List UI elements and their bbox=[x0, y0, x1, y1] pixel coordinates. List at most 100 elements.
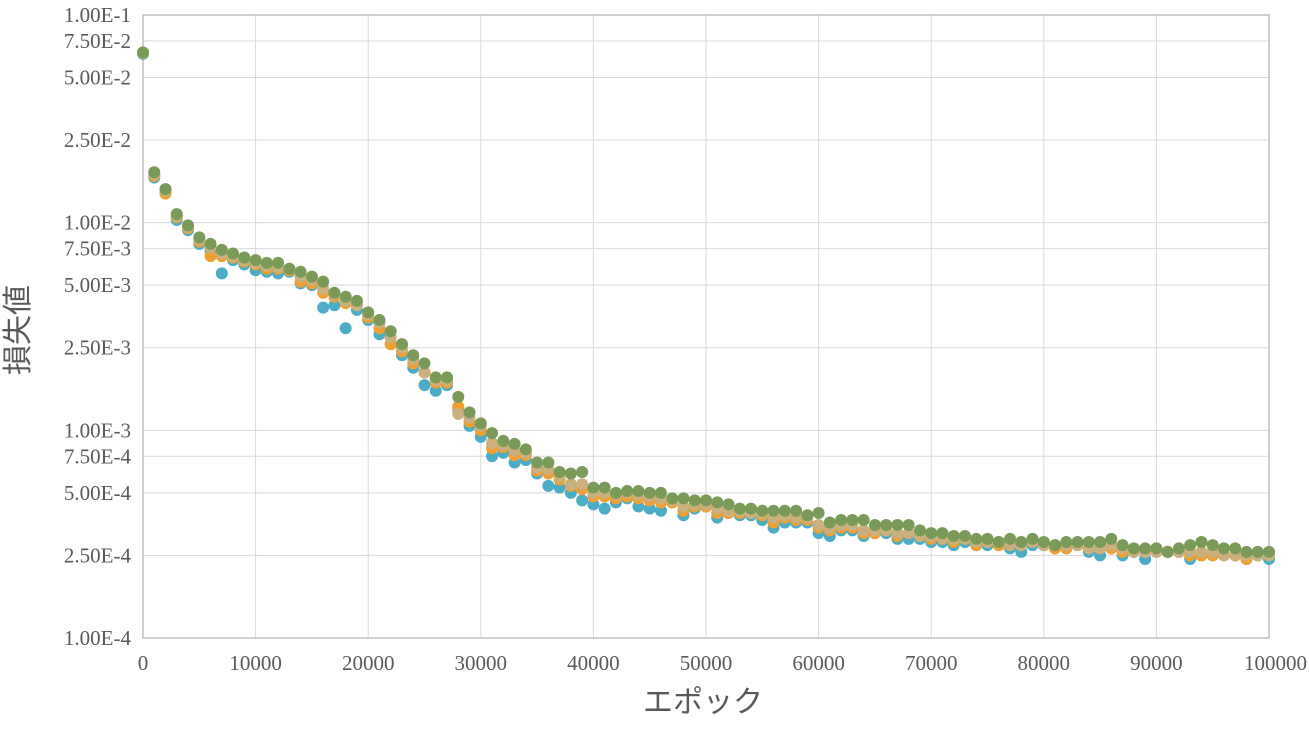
data-point bbox=[925, 527, 938, 540]
data-point bbox=[564, 467, 577, 480]
x-tick-label: 60000 bbox=[792, 651, 845, 675]
data-point bbox=[958, 529, 971, 542]
data-point bbox=[632, 485, 645, 498]
data-point bbox=[193, 231, 206, 244]
y-axis-title: 損失値 bbox=[1, 285, 36, 375]
y-tick-label: 1.00E-2 bbox=[64, 211, 131, 235]
x-tick-label: 80000 bbox=[1018, 651, 1071, 675]
x-tick-label: 40000 bbox=[567, 651, 620, 675]
data-point bbox=[272, 256, 285, 269]
data-point bbox=[868, 519, 881, 532]
data-point bbox=[227, 247, 240, 260]
data-point bbox=[598, 481, 611, 494]
data-point bbox=[317, 301, 330, 314]
data-point bbox=[486, 427, 499, 440]
data-point bbox=[305, 270, 318, 283]
data-point bbox=[350, 294, 363, 307]
data-point bbox=[395, 338, 408, 351]
y-tick-labels: 1.00E-4 2.50E-4 5.00E-4 7.50E-41.00E-3 2.50E… bbox=[64, 3, 132, 650]
y-tick-label: 7.50E-4 bbox=[64, 444, 132, 468]
data-point bbox=[137, 46, 149, 59]
data-point bbox=[1172, 542, 1185, 555]
data-point bbox=[564, 478, 577, 491]
data-point bbox=[1195, 535, 1208, 548]
data-point bbox=[598, 502, 611, 515]
data-point bbox=[677, 492, 690, 505]
data-point bbox=[283, 262, 296, 275]
data-point bbox=[688, 494, 701, 507]
data-point bbox=[418, 379, 431, 392]
y-tick-label: 1.00E-1 bbox=[64, 3, 131, 27]
data-point bbox=[1071, 535, 1084, 548]
y-tick-label: 2.50E-2 bbox=[64, 128, 131, 152]
data-point bbox=[778, 504, 791, 517]
data-point bbox=[1206, 539, 1219, 552]
x-tick-label: 50000 bbox=[680, 651, 733, 675]
data-point bbox=[812, 506, 825, 519]
data-point bbox=[587, 481, 600, 494]
y-tick-label: 5.00E-3 bbox=[64, 273, 131, 297]
y-tick-label: 2.50E-4 bbox=[64, 543, 132, 567]
data-point bbox=[1094, 535, 1107, 548]
data-point bbox=[339, 322, 352, 335]
data-point bbox=[407, 349, 420, 362]
data-point bbox=[362, 306, 375, 319]
x-tick-label: 70000 bbox=[905, 651, 958, 675]
data-point bbox=[609, 486, 622, 499]
data-point bbox=[947, 529, 960, 542]
data-point bbox=[497, 434, 510, 447]
data-point bbox=[542, 456, 555, 469]
data-point bbox=[159, 183, 172, 196]
data-point bbox=[1127, 542, 1140, 555]
data-point bbox=[260, 256, 273, 269]
data-point bbox=[215, 243, 228, 256]
data-point bbox=[508, 437, 521, 450]
y-tick-label: 7.50E-3 bbox=[64, 237, 131, 261]
data-point bbox=[418, 366, 431, 379]
y-tick-label: 5.00E-2 bbox=[64, 66, 131, 90]
data-point bbox=[294, 265, 307, 278]
x-tick-label: 100000 bbox=[1244, 651, 1307, 675]
data-point bbox=[429, 371, 442, 384]
data-point bbox=[1263, 545, 1275, 558]
data-point bbox=[790, 504, 803, 517]
data-point bbox=[756, 504, 769, 517]
data-point bbox=[1150, 542, 1163, 555]
data-point bbox=[429, 384, 442, 397]
data-point bbox=[519, 443, 532, 456]
data-point bbox=[553, 466, 566, 479]
data-point bbox=[835, 514, 848, 527]
data-point bbox=[846, 514, 859, 527]
data-point bbox=[148, 166, 161, 179]
data-point bbox=[328, 286, 341, 299]
data-point bbox=[643, 502, 656, 515]
data-point bbox=[981, 532, 994, 545]
data-point bbox=[902, 519, 915, 532]
plot-area-frame bbox=[142, 14, 1270, 639]
data-point bbox=[1037, 535, 1050, 548]
data-point bbox=[1161, 545, 1174, 558]
data-point bbox=[531, 456, 544, 469]
data-point bbox=[1116, 539, 1129, 552]
data-point bbox=[1139, 542, 1152, 555]
data-point bbox=[880, 519, 893, 532]
data-point bbox=[722, 498, 735, 511]
data-point bbox=[1105, 532, 1118, 545]
data-point bbox=[384, 325, 397, 338]
data-point bbox=[452, 407, 465, 420]
data-point bbox=[204, 250, 217, 263]
data-point bbox=[486, 436, 499, 449]
data-point bbox=[339, 290, 352, 303]
data-point bbox=[1184, 539, 1197, 552]
data-point bbox=[767, 504, 780, 517]
data-point bbox=[317, 275, 330, 288]
x-tick-label: 10000 bbox=[229, 651, 282, 675]
x-tick-label: 20000 bbox=[342, 651, 395, 675]
data-point bbox=[170, 208, 183, 221]
data-point bbox=[654, 504, 667, 517]
x-tick-label: 30000 bbox=[455, 651, 508, 675]
data-point bbox=[1026, 532, 1039, 545]
data-point bbox=[418, 357, 431, 370]
data-point bbox=[1229, 542, 1242, 555]
